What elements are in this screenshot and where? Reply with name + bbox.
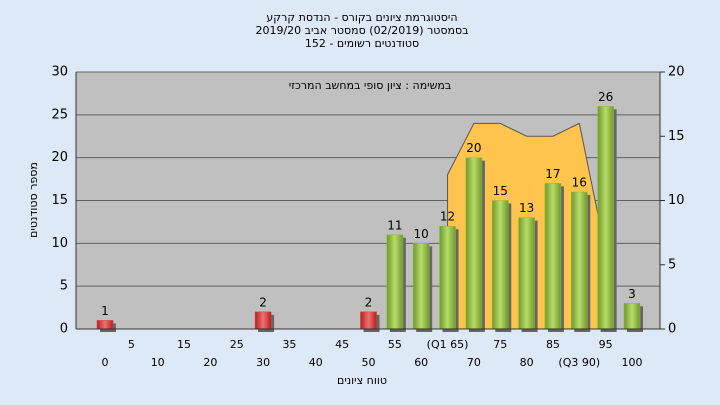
data-label: 11 <box>387 218 402 232</box>
data-label: 10 <box>414 227 429 241</box>
bar <box>492 200 509 330</box>
y-tick-label: 15 <box>51 193 68 208</box>
bar <box>254 311 272 330</box>
x-tick-label: 85 <box>546 338 560 351</box>
x-tick-label: 50 <box>362 356 376 369</box>
bar <box>597 106 614 330</box>
x-tick-label: 70 <box>467 356 481 369</box>
data-label: 12 <box>440 210 455 224</box>
x-tick-label: 75 <box>493 338 507 351</box>
x-tick-label: 30 <box>256 356 270 369</box>
data-label: 26 <box>598 90 613 104</box>
x-tick-label: 35 <box>282 338 296 351</box>
x-tick-label: 0 <box>102 356 109 369</box>
title-line: בסמסטר (02/2019) סמסטר אביב 2019/20 <box>255 24 468 37</box>
x-tick-label: 10 <box>151 356 165 369</box>
y2-tick-label: 5 <box>668 257 676 272</box>
y-tick-label: 30 <box>51 65 68 80</box>
x-axis-label: טווח ציונים <box>337 374 387 387</box>
bar <box>623 303 641 330</box>
y-axis-label: מספר סטודנטים <box>27 162 40 238</box>
x-tick-label: 45 <box>335 338 349 351</box>
annotation: במשימה : ציון סופי במחשב המרכזי <box>289 79 452 92</box>
x-tick-label: 60 <box>414 356 428 369</box>
x-tick-label: 20 <box>203 356 217 369</box>
data-label: 2 <box>365 295 373 309</box>
bar <box>518 217 535 330</box>
x-tick-label: (Q3 90) <box>558 356 600 369</box>
bar <box>571 191 588 330</box>
data-label: 20 <box>466 141 481 155</box>
x-tick-label: 15 <box>177 338 191 351</box>
x-tick-label: 100 <box>622 356 643 369</box>
y-tick-label: 20 <box>51 150 68 165</box>
data-label: 16 <box>572 175 587 189</box>
bar <box>544 183 562 330</box>
title-line: סטודנטים רשומים - 152 <box>305 37 419 50</box>
bar <box>465 157 483 330</box>
data-label: 17 <box>545 167 560 181</box>
x-tick-label: (Q1 65) <box>427 338 469 351</box>
y2-tick-label: 20 <box>668 65 685 80</box>
x-tick-label: 40 <box>309 356 323 369</box>
x-tick-label: 5 <box>128 338 135 351</box>
bar <box>386 234 404 330</box>
x-tick-label: 55 <box>388 338 402 351</box>
bar <box>412 243 430 330</box>
data-label: 1 <box>101 304 109 318</box>
x-tick-label: 95 <box>599 338 613 351</box>
y-tick-label: 0 <box>60 322 68 337</box>
data-label: 2 <box>259 295 267 309</box>
y2-tick-label: 15 <box>668 129 685 144</box>
data-label: 3 <box>628 287 636 301</box>
title-line: היסטוגרמת ציונים בקורס - הנדסת קרקע <box>266 11 457 24</box>
data-label: 13 <box>519 201 534 215</box>
y2-tick-label: 0 <box>668 322 676 337</box>
y-tick-label: 10 <box>51 236 68 251</box>
bar <box>96 320 114 330</box>
bar <box>439 225 456 330</box>
data-label: 15 <box>493 184 508 198</box>
y-tick-label: 5 <box>60 279 68 294</box>
y-tick-label: 25 <box>51 107 68 122</box>
y2-tick-label: 10 <box>668 193 685 208</box>
bar <box>360 311 377 330</box>
x-tick-label: 25 <box>230 338 244 351</box>
x-tick-label: 80 <box>520 356 534 369</box>
